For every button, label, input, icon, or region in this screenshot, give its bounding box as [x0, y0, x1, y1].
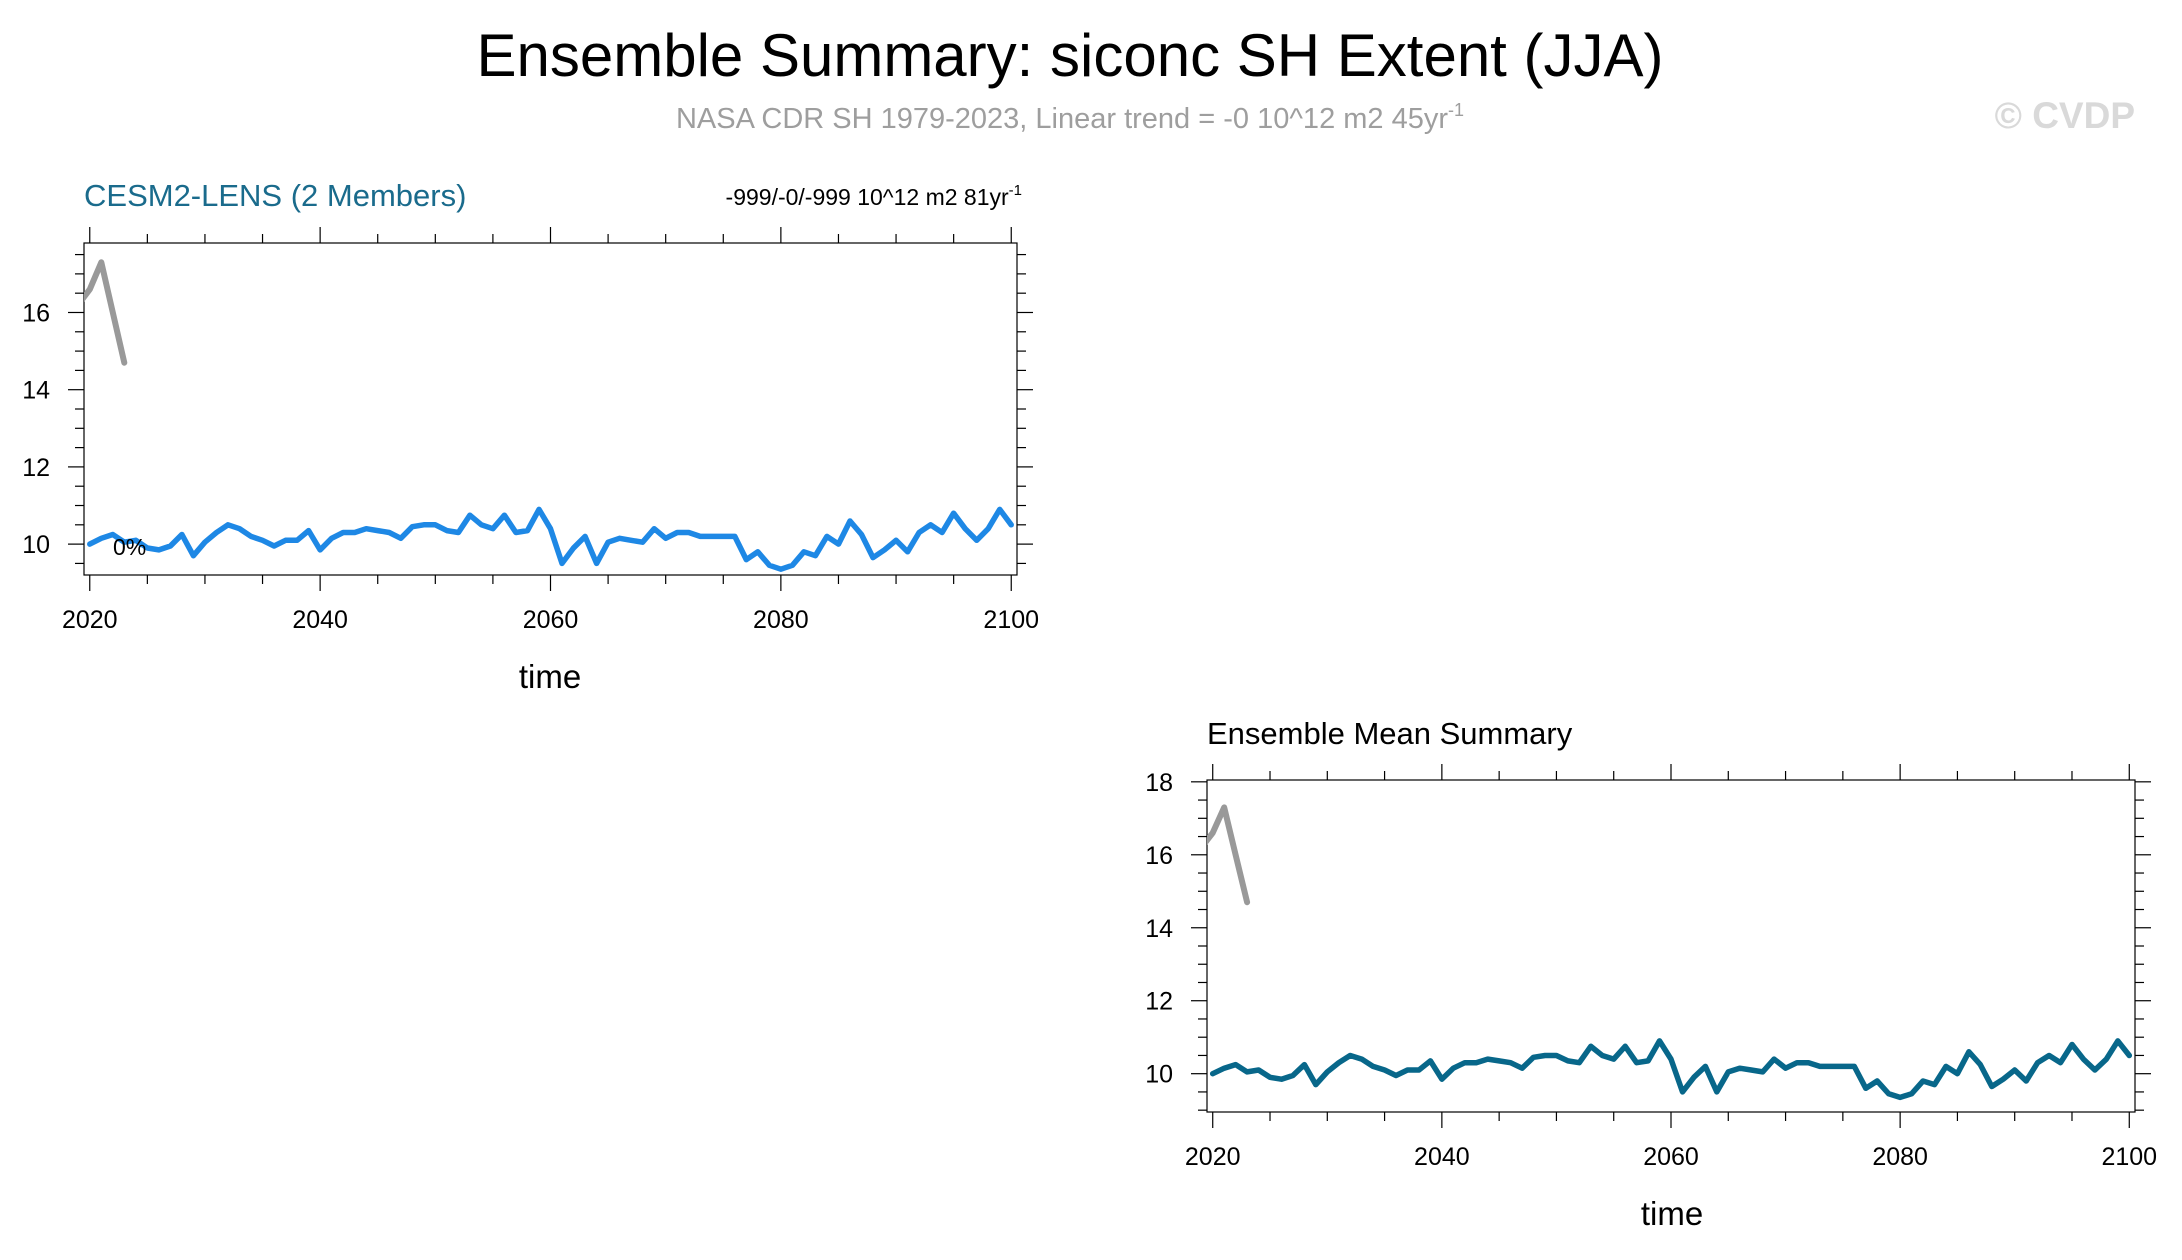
- ensemble-member-panel: CESM2-LENS (2 Members) -999/-0/-999 10^1…: [22, 178, 1039, 695]
- series-lines: [1207, 804, 2133, 1101]
- x-axis-label: time: [1641, 1195, 1703, 1232]
- x-tick-label: 2100: [2101, 1143, 2157, 1171]
- panel-title: CESM2-LENS (2 Members): [84, 178, 466, 213]
- x-tick-label: 2060: [523, 606, 579, 634]
- panel-title: Ensemble Mean Summary: [1207, 716, 1573, 751]
- x-tick-label: 2020: [62, 606, 118, 634]
- ensemble-mean-panel: Ensemble Mean Summary 2020 2040 2060 2080 21…: [1145, 716, 2157, 1232]
- y-tick-label: 16: [1145, 842, 1173, 870]
- figure-subtitle: NASA CDR SH 1979-2023, Linear trend = -0…: [676, 100, 1464, 135]
- x-tick-labels: 2020 2040 2060 2080 2100: [62, 606, 1039, 634]
- axis-ticks: [1191, 764, 2151, 1128]
- series-line-ensemble: [87, 506, 1014, 572]
- axis-ticks: [68, 227, 1033, 591]
- series-line-observations: [84, 259, 128, 366]
- trend-label: -999/-0/-999 10^12 m2 81yr-1: [726, 182, 1022, 210]
- series-line-ensemble-mean: [1209, 1038, 2133, 1101]
- x-tick-label: 2040: [292, 606, 348, 634]
- y-tick-label: 18: [1145, 769, 1173, 797]
- x-tick-label: 2080: [1872, 1143, 1928, 1171]
- watermark: © CVDP: [1995, 95, 2135, 136]
- figure-title: Ensemble Summary: siconc SH Extent (JJA): [476, 22, 1663, 89]
- percent-annotation: 0%: [113, 534, 146, 560]
- x-tick-label: 2020: [1185, 1143, 1241, 1171]
- subtitle-sup: -1: [1448, 100, 1464, 120]
- y-tick-label: 14: [1145, 915, 1173, 943]
- y-tick-label: 10: [22, 531, 50, 559]
- trend-sup: -1: [1009, 182, 1022, 199]
- trend-text: -999/-0/-999 10^12 m2 81yr: [726, 184, 1009, 210]
- y-tick-label: 16: [22, 299, 50, 327]
- series-lines: [84, 259, 1014, 572]
- y-tick-label: 14: [22, 377, 50, 405]
- subtitle-text: NASA CDR SH 1979-2023, Linear trend = -0…: [676, 103, 1448, 135]
- y-tick-label: 12: [22, 454, 50, 482]
- x-tick-label: 2040: [1414, 1143, 1470, 1171]
- y-tick-label: 10: [1145, 1061, 1173, 1089]
- y-tick-label: 12: [1145, 988, 1173, 1016]
- x-tick-label: 2060: [1643, 1143, 1699, 1171]
- y-tick-labels: 10 12 14 16 18: [1145, 769, 1173, 1089]
- x-axis-label: time: [519, 658, 581, 695]
- x-tick-labels: 2020 2040 2060 2080 2100: [1185, 1143, 2157, 1171]
- y-tick-labels: 10 12 14 16: [22, 299, 50, 559]
- x-tick-label: 2080: [753, 606, 809, 634]
- x-tick-label: 2100: [983, 606, 1039, 634]
- series-line-observations: [1207, 804, 1251, 906]
